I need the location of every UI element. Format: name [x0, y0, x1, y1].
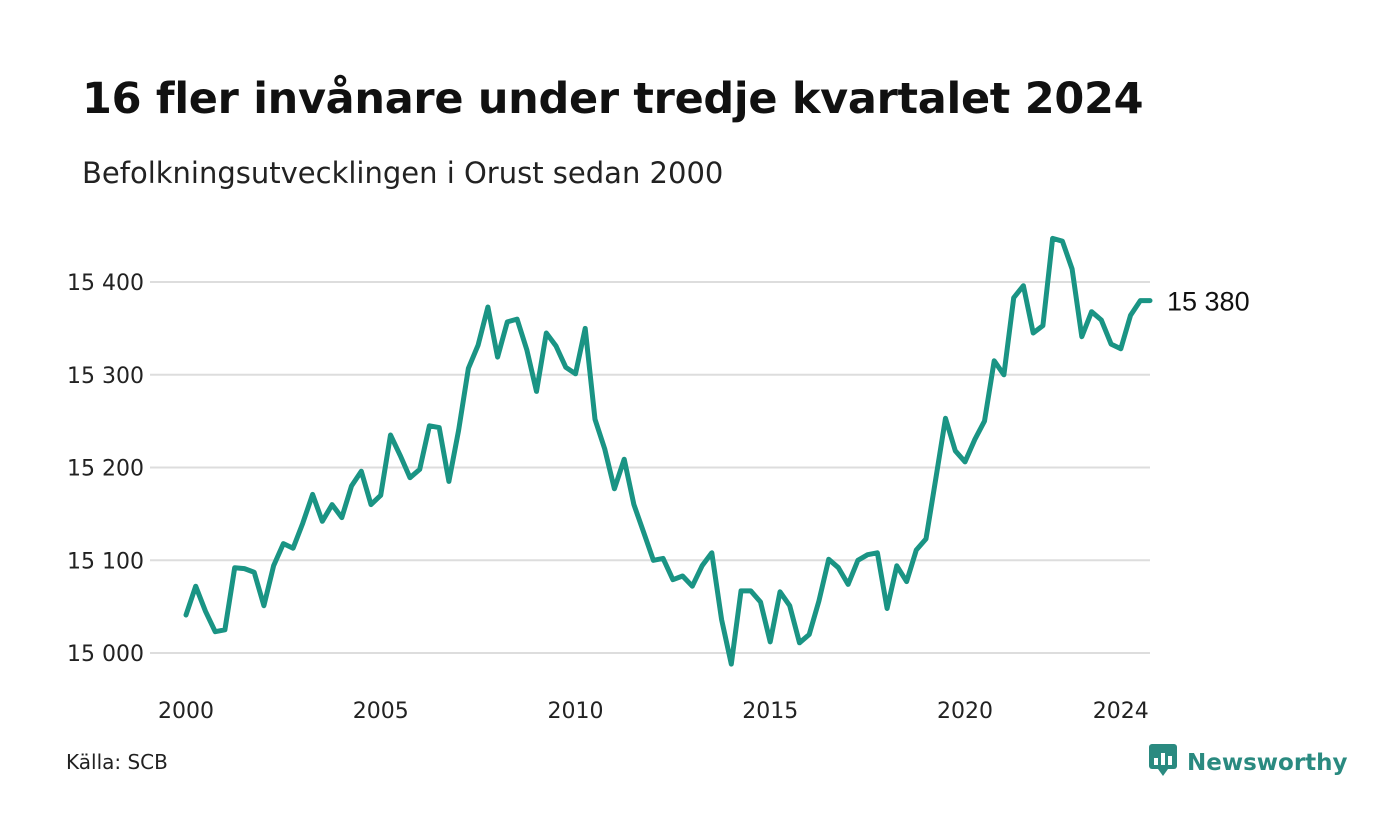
y-tick-label: 15 200	[67, 457, 144, 482]
y-tick-label: 15 400	[67, 271, 144, 296]
chart-title: 16 fler invånare under tredje kvartalet …	[82, 74, 1144, 124]
x-tick-label: 2000	[158, 699, 214, 724]
y-axis-tick-labels: 15 000 15 100 15 200 15 300 15 400	[67, 271, 144, 667]
newsworthy-logo-icon	[1148, 742, 1178, 783]
x-tick-label: 2024	[1093, 699, 1149, 724]
brand-name: Newsworthy	[1187, 749, 1348, 776]
x-tick-label: 2015	[742, 699, 798, 724]
grid-lines	[150, 281, 1150, 654]
series-line-population	[183, 235, 1153, 667]
end-value-label: 15 380	[1167, 287, 1250, 317]
x-tick-label: 2010	[547, 699, 603, 724]
source-note: Källa: SCB	[66, 750, 168, 774]
x-tick-label: 2005	[353, 699, 409, 724]
x-tick-label: 2020	[937, 699, 993, 724]
y-tick-label: 15 300	[67, 364, 144, 389]
x-axis-tick-labels: 2000 2005 2010 2015 2020 2024	[158, 699, 1149, 724]
y-tick-label: 15 100	[67, 549, 144, 574]
brand-logo: Newsworthy	[1148, 742, 1348, 783]
chart-subtitle: Befolkningsutvecklingen i Orust sedan 20…	[82, 156, 724, 190]
y-tick-label: 15 000	[67, 642, 144, 667]
